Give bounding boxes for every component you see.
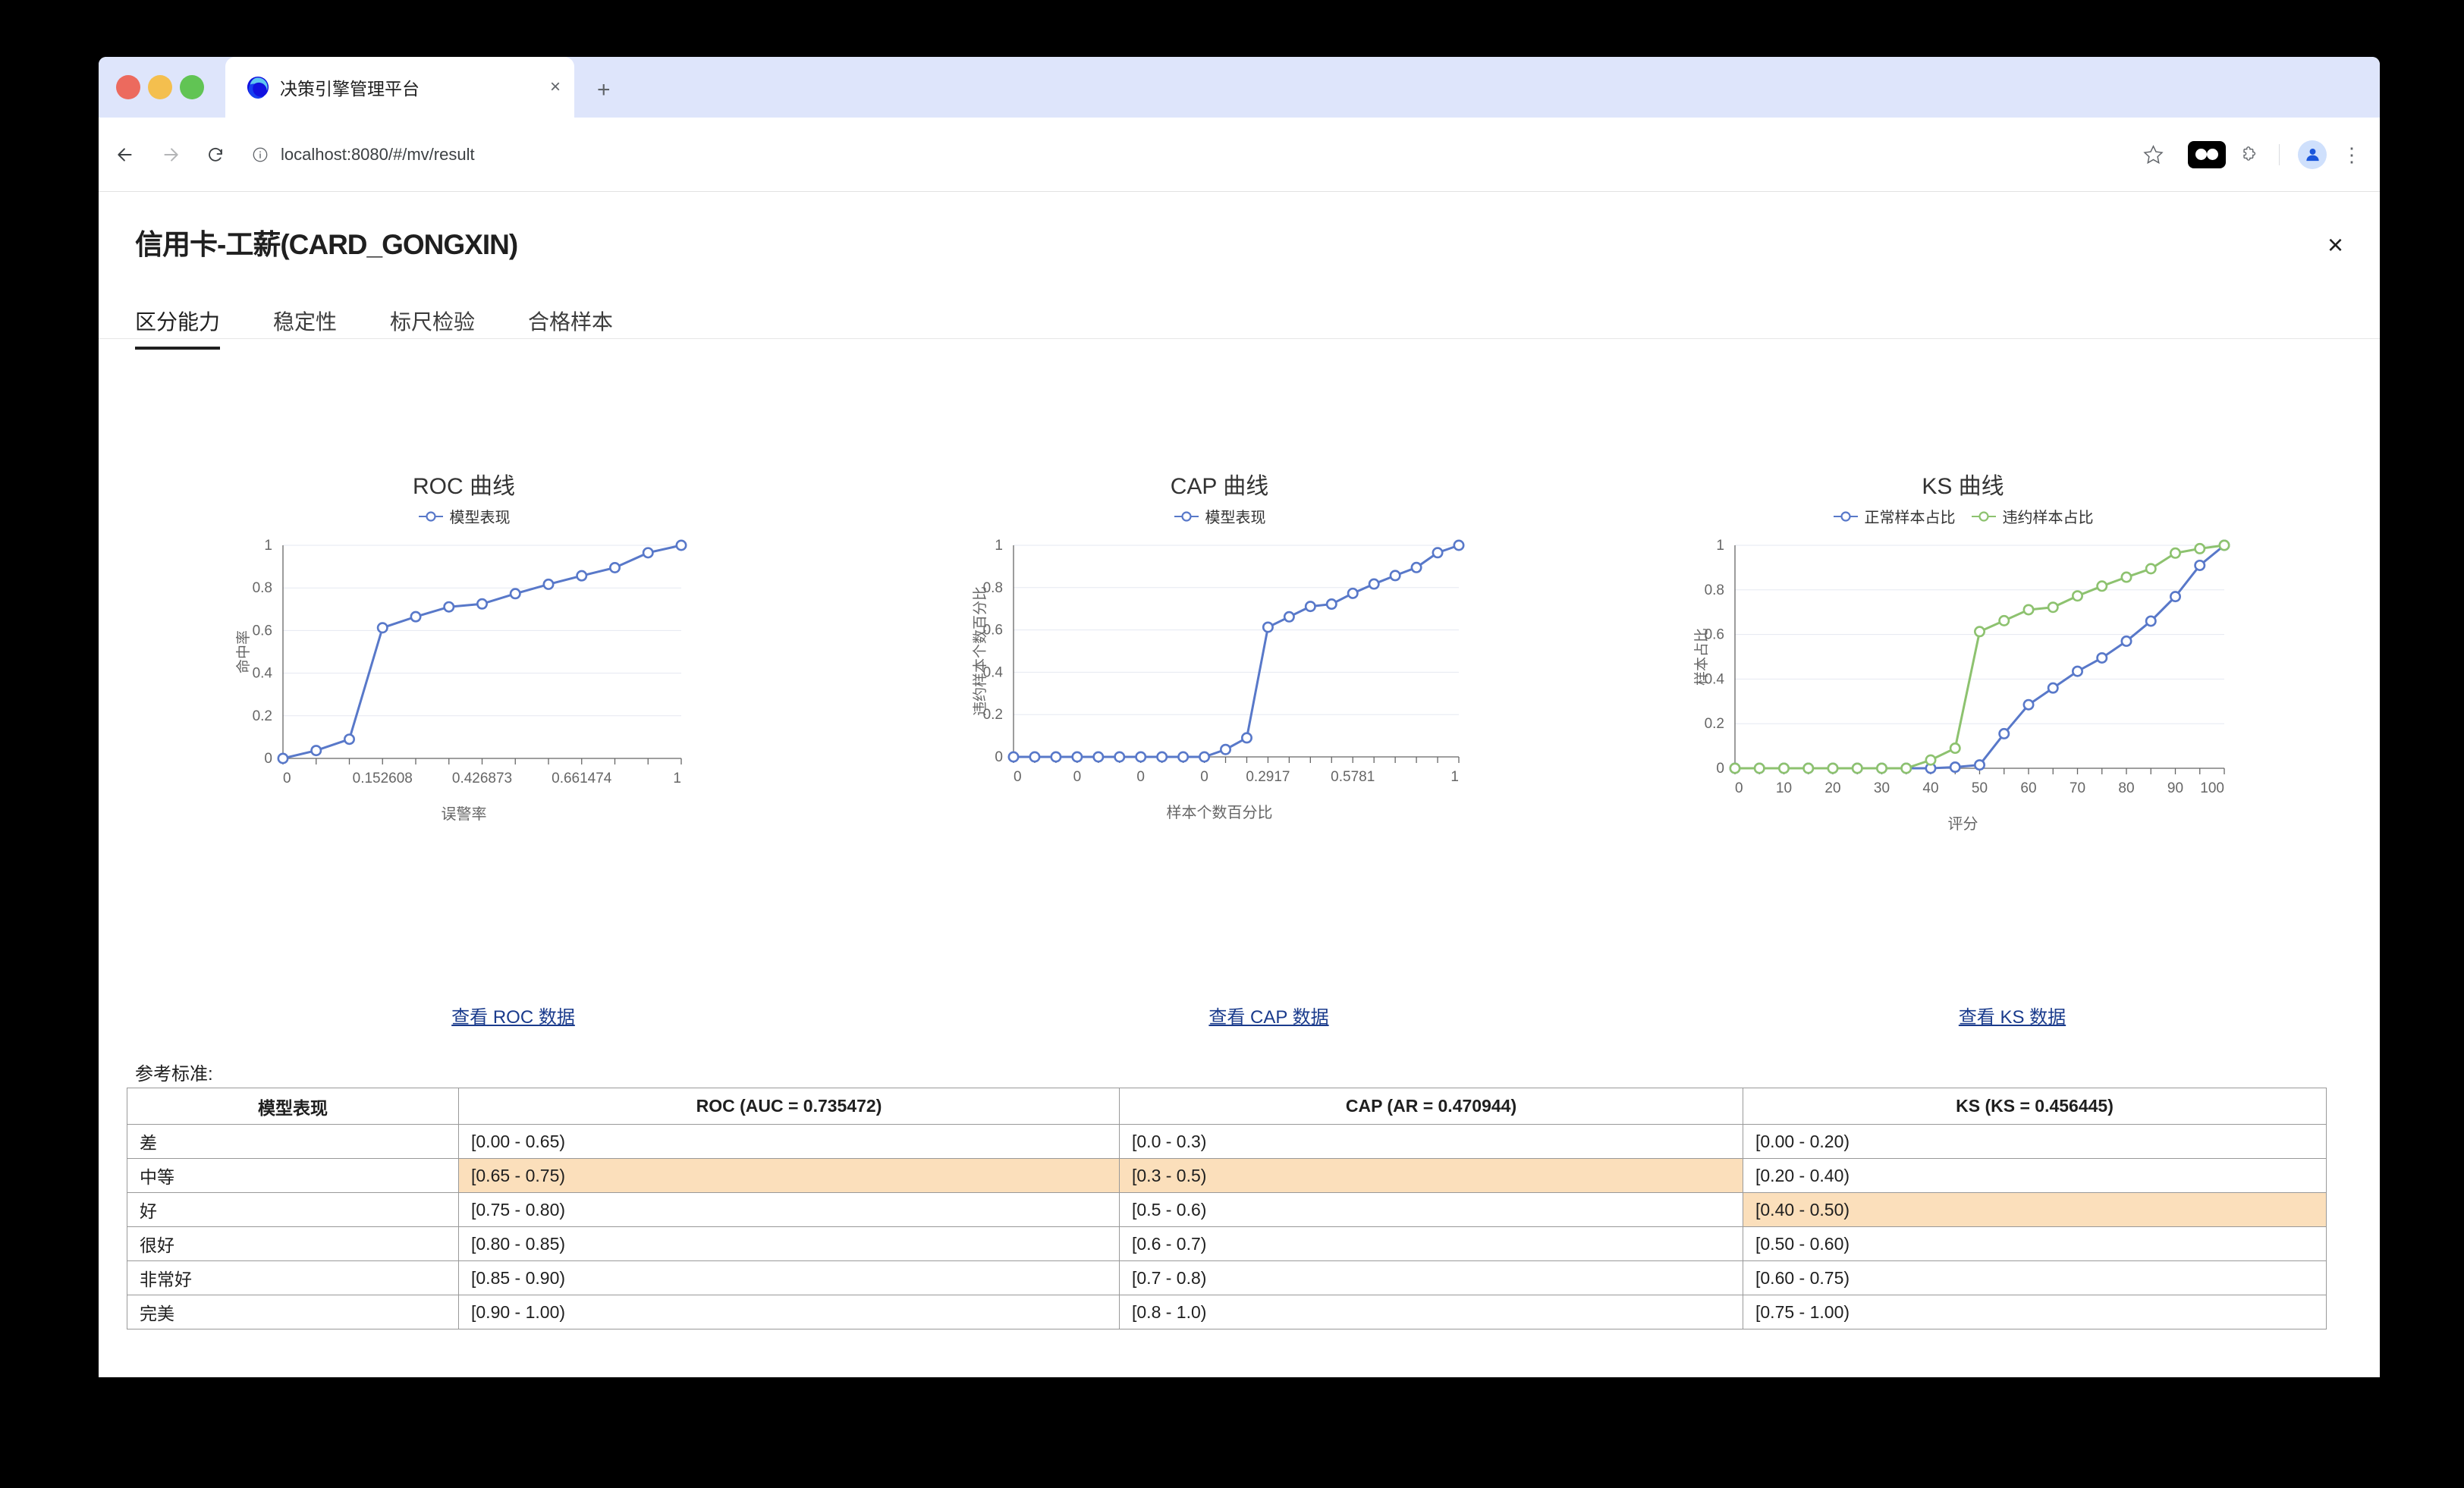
svg-text:0: 0 [1073, 769, 1082, 785]
svg-text:30: 30 [1874, 780, 1890, 796]
svg-text:0: 0 [264, 751, 272, 767]
svg-text:0.2917: 0.2917 [1246, 769, 1290, 785]
svg-text:100: 100 [2200, 780, 2224, 796]
svg-text:1: 1 [995, 538, 1003, 554]
svg-text:0.8: 0.8 [253, 580, 272, 596]
svg-text:1: 1 [673, 771, 681, 786]
svg-text:0: 0 [1014, 769, 1022, 785]
svg-text:0.152608: 0.152608 [353, 771, 413, 786]
svg-text:0: 0 [283, 771, 291, 786]
svg-text:60: 60 [2020, 780, 2036, 796]
svg-text:违约样本个数百分比: 违约样本个数百分比 [972, 586, 988, 716]
svg-text:1: 1 [264, 538, 272, 554]
svg-text:20: 20 [1824, 780, 1840, 796]
svg-text:0: 0 [995, 749, 1003, 765]
svg-text:1: 1 [1716, 538, 1724, 554]
svg-text:0: 0 [1735, 780, 1743, 796]
svg-text:0.661474: 0.661474 [552, 771, 612, 786]
svg-text:40: 40 [1922, 780, 1938, 796]
svg-text:70: 70 [2070, 780, 2085, 796]
svg-text:样本占比: 样本占比 [1693, 628, 1710, 686]
svg-text:命中率: 命中率 [236, 630, 252, 673]
svg-text:0: 0 [1136, 769, 1145, 785]
svg-text:1: 1 [1450, 769, 1459, 785]
svg-text:0.6: 0.6 [253, 623, 272, 639]
svg-text:0.8: 0.8 [1705, 582, 1724, 598]
svg-text:90: 90 [2167, 780, 2183, 796]
svg-text:0.2: 0.2 [253, 708, 272, 724]
svg-text:10: 10 [1776, 780, 1792, 796]
svg-text:0: 0 [1200, 769, 1208, 785]
svg-text:0.5781: 0.5781 [1331, 769, 1375, 785]
svg-text:0.426873: 0.426873 [452, 771, 512, 786]
svg-text:0.2: 0.2 [1705, 716, 1724, 732]
svg-text:0: 0 [1716, 761, 1724, 777]
svg-text:50: 50 [1972, 780, 1988, 796]
svg-text:80: 80 [2118, 780, 2134, 796]
svg-text:0.4: 0.4 [253, 666, 273, 682]
